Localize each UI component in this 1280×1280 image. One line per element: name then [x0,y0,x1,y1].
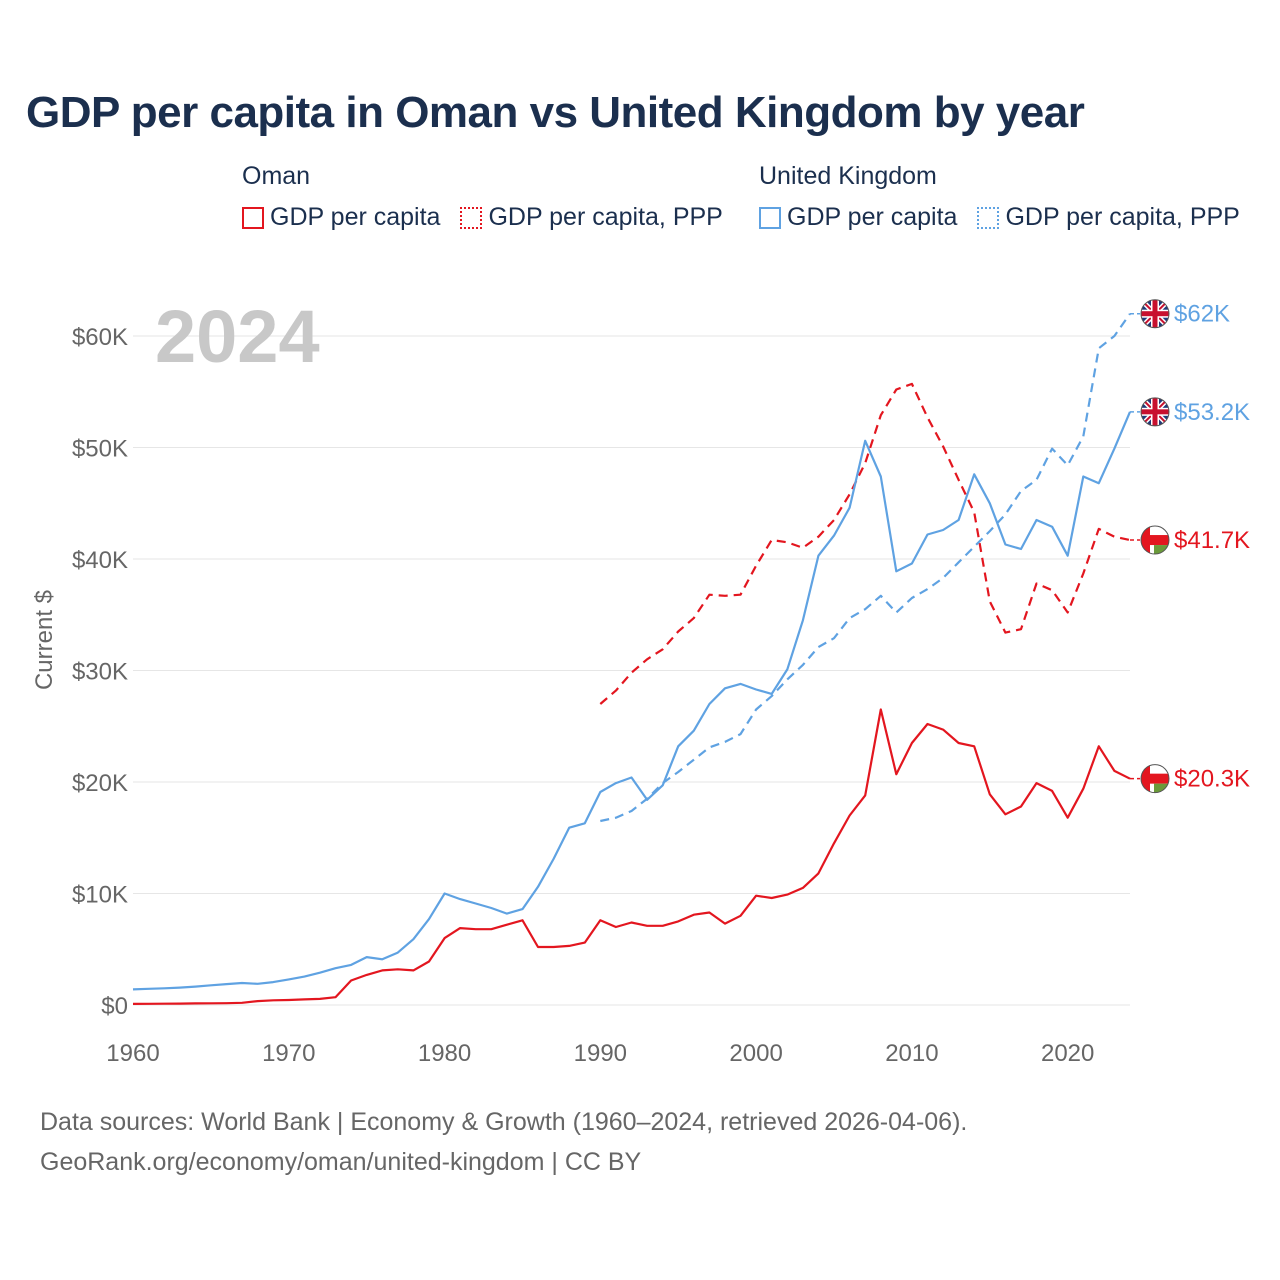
grid-layer [133,335,1130,1006]
footer-credit[interactable]: GeoRank.org/economy/oman/united-kingdom … [40,1148,642,1176]
legend-swatch-uk-gdp [759,206,781,229]
flag-body [1141,397,1169,426]
legend-item-uk-gdp[interactable]: GDP per capita [759,203,957,232]
flag-outline [1140,525,1170,555]
legend-label-oman-ppp: GDP per capita, PPP [488,203,723,231]
flag-cross-v-red [1152,397,1158,426]
oman-flag-icon [1140,525,1170,555]
y-tick-label: $20K [72,770,128,797]
flag-body [1141,299,1169,328]
x-tick-label: 1970 [262,1040,315,1067]
y-tick-label: $0 [101,993,128,1020]
flag-red-hoist [1141,764,1150,793]
flag-outline [1140,397,1170,427]
uk-flag-icon [1140,397,1170,427]
flag-outline [1140,764,1170,794]
series-line-uk-dashed [600,313,1131,823]
end-label-layer: $20.3K $41.7K $53.2K $62K [1130,299,1250,794]
legend-group-title-uk: United Kingdom [759,162,937,190]
legend-group-title-oman: Oman [242,162,311,190]
x-tick-label: 2020 [1041,1040,1094,1067]
flag-green-band [1154,545,1169,555]
chart-title: GDP per capita in Oman vs United Kingdom… [26,88,1085,137]
year-watermark: 2024 [155,295,320,378]
end-value-label: $41.7K [1174,527,1250,554]
flag-red-band [1141,773,1169,784]
axis-layer: $0 $10K $20K $30K $40K $50K $60K 1960 1970 1980 19… [31,324,1094,1067]
flag-body [1141,764,1169,793]
uk-flag-icon [1140,299,1170,329]
y-tick-label: $40K [72,547,128,574]
series-line-uk-solid [132,411,1132,991]
y-tick-label: $50K [72,436,128,463]
flag-red-hoist [1141,526,1150,555]
x-tick-label: 2000 [729,1040,782,1067]
x-tick-label: 2010 [885,1040,938,1067]
legend-label-uk-ppp: GDP per capita, PPP [1005,203,1240,231]
oman-flag-icon [1140,764,1170,794]
legend-group-oman: Oman GDP per capita GDP per capita, PPP [242,162,723,232]
legend-item-oman-ppp[interactable]: GDP per capita, PPP [460,203,723,232]
end-value-label: $53.2K [1174,399,1250,426]
legend-group-uk: United Kingdom GDP per capita GDP per ca… [759,162,1240,232]
legend-item-uk-ppp[interactable]: GDP per capita, PPP [977,203,1240,232]
end-value-label: $20.3K [1174,766,1250,793]
legend-item-oman-gdp[interactable]: GDP per capita [242,203,440,232]
y-tick-label: $30K [72,659,128,686]
x-tick-label: 1990 [574,1040,627,1067]
flag-outline [1140,299,1170,329]
flag-body [1141,526,1169,555]
y-tick-label: $60K [72,324,128,351]
y-tick-label: $10K [72,882,128,909]
x-tick-label: 1980 [418,1040,471,1067]
legend-label-uk-gdp: GDP per capita [787,203,958,231]
legend-swatch-oman-ppp [460,206,483,229]
end-value-label: $62K [1174,301,1230,328]
series-layer [132,313,1132,1006]
flag-green-band [1154,783,1169,793]
series-line-oman-solid [132,708,1131,1006]
x-tick-label: 1960 [106,1040,159,1067]
legend-swatch-uk-ppp [977,206,1000,229]
legend-swatch-oman-gdp [242,206,264,229]
series-line-oman-dashed [599,382,1131,705]
flag-cross-v-red [1152,299,1158,328]
y-axis-title: Current $ [31,590,58,690]
flag-red-band [1141,535,1169,546]
footer-sources: Data sources: World Bank | Economy & Gro… [40,1108,968,1136]
legend-label-oman-gdp: GDP per capita [270,203,441,231]
